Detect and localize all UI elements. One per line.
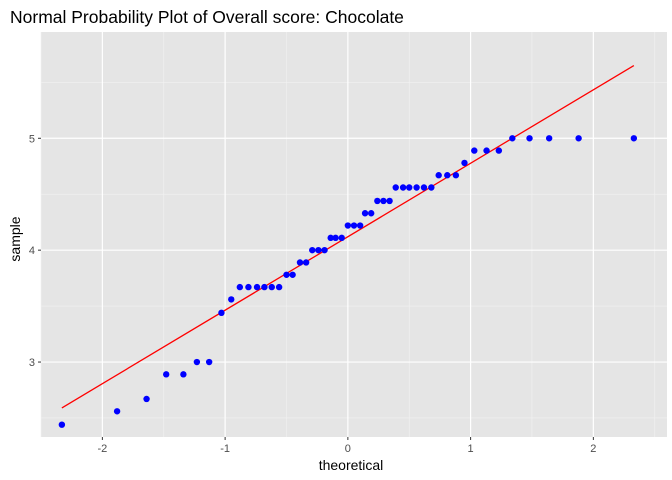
data-point <box>338 234 345 242</box>
data-point <box>356 222 364 229</box>
data-point <box>321 246 328 254</box>
data-point <box>180 371 187 378</box>
data-point <box>193 358 201 366</box>
data-point <box>205 358 213 366</box>
data-point <box>309 246 316 254</box>
data-point <box>380 197 387 205</box>
data-point <box>163 371 170 378</box>
x-tick-label: 2 <box>590 443 596 455</box>
axis-ticks <box>38 137 594 440</box>
data-point <box>545 135 553 142</box>
y-axis-title: sample <box>7 216 23 261</box>
plot-panel <box>41 32 667 437</box>
data-point <box>350 222 358 229</box>
x-tick-label: -2 <box>97 443 107 455</box>
data-point <box>509 135 516 142</box>
data-point <box>630 135 638 142</box>
data-point <box>386 197 393 205</box>
data-point <box>461 159 468 167</box>
y-tick-labels: 3 4 5 <box>29 133 35 369</box>
data-point <box>444 172 451 179</box>
minor-gridlines <box>40 32 667 437</box>
data-point <box>253 283 261 291</box>
data-point <box>315 246 322 254</box>
data-point <box>261 283 268 291</box>
reference-line <box>61 65 635 409</box>
data-point <box>428 184 435 191</box>
data-point <box>526 135 533 142</box>
data-point <box>483 147 490 154</box>
data-point <box>296 259 304 266</box>
data-point <box>275 283 283 291</box>
data-point <box>361 210 369 217</box>
data-point <box>413 184 420 191</box>
x-tick-label: 0 <box>345 443 351 455</box>
data-point <box>327 234 334 242</box>
data-point <box>435 172 442 179</box>
data-point <box>289 271 296 278</box>
data-point <box>420 184 428 191</box>
data-point <box>452 172 460 179</box>
data-point <box>471 147 478 154</box>
data-point <box>344 222 352 229</box>
y-tick-label: 5 <box>29 133 35 145</box>
data-point <box>218 309 225 317</box>
data-point <box>236 283 244 291</box>
major-gridlines <box>41 32 667 437</box>
data-point <box>58 421 66 428</box>
data-points <box>58 135 638 428</box>
data-point <box>113 408 121 415</box>
data-point <box>245 283 252 291</box>
x-axis-title: theoretical <box>319 457 384 473</box>
data-point <box>268 283 275 291</box>
chart-title: Normal Probability Plot of Overall score… <box>10 7 404 27</box>
x-tick-labels: -2 -1 0 1 2 <box>97 443 596 455</box>
x-tick-label: 1 <box>468 443 474 455</box>
data-point <box>399 184 407 191</box>
data-point <box>283 271 290 278</box>
data-point <box>228 296 235 303</box>
data-point <box>143 395 150 403</box>
data-point <box>332 234 339 242</box>
x-tick-label: -1 <box>220 443 230 455</box>
data-point <box>392 184 399 191</box>
data-point <box>367 210 375 217</box>
data-point <box>406 184 413 191</box>
y-tick-label: 4 <box>29 245 35 257</box>
data-point <box>302 259 310 266</box>
data-point <box>495 147 503 154</box>
data-point <box>374 197 381 205</box>
data-point <box>575 135 582 142</box>
y-tick-label: 3 <box>29 357 35 369</box>
